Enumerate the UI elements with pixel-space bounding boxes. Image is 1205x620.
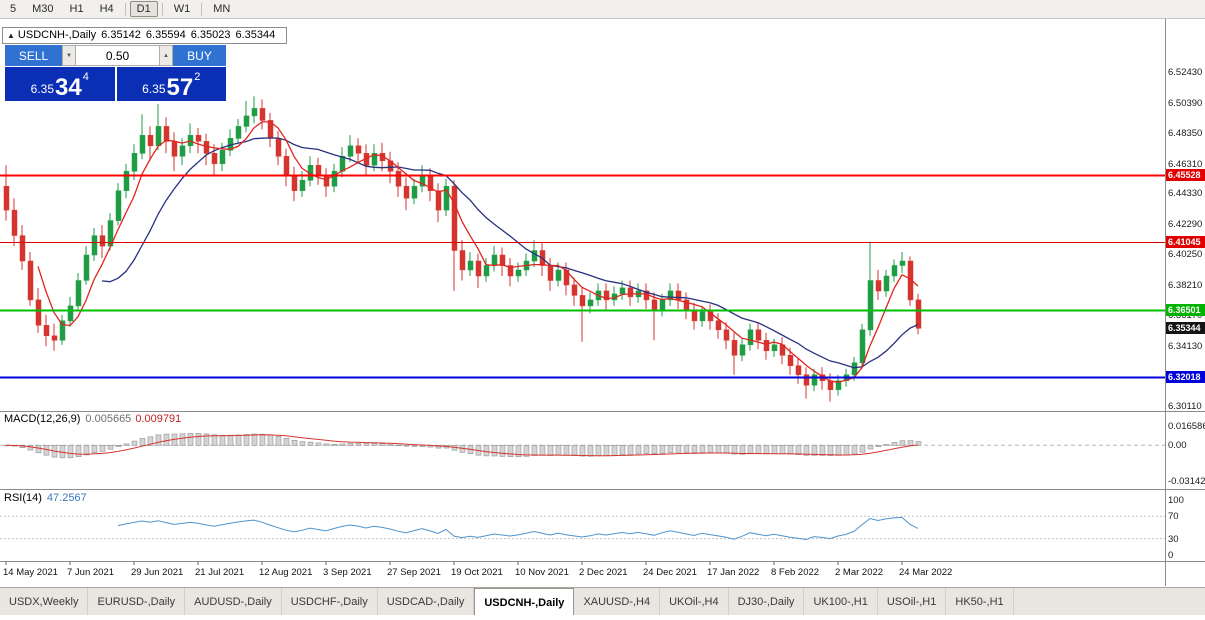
chevron-down-icon: ▼ [66, 52, 72, 59]
date-axis-label: 10 Nov 2021 [515, 567, 569, 578]
chart-tab-xauusd-h4[interactable]: XAUUSD-,H4 [574, 588, 661, 615]
date-axis-label: 12 Aug 2021 [259, 567, 313, 578]
date-axis-label: 21 Jul 2021 [195, 567, 245, 578]
buy-price-pips: 57 [166, 74, 194, 102]
chart-tab-audusd-daily[interactable]: AUDUSD-,Daily [185, 588, 282, 615]
volume-up-button[interactable]: ▲ [159, 45, 173, 66]
price-axis-label: 6.30110 [1168, 400, 1202, 412]
price-axis-label: 6.34130 [1168, 340, 1203, 352]
chart-symbol: USDCNH-,Daily [17, 29, 97, 41]
price-line-badge: 6.32018 [1166, 371, 1205, 384]
date-axis-label: 29 Jun 2021 [131, 567, 184, 578]
chart-title: ▲ USDCNH-,Daily 6.35142 6.35594 6.35023 … [2, 27, 288, 44]
one-click-trading-panel: SELL ▼ 0.50 ▲ BUY 6.35 34 4 6.35 57 2 [5, 45, 226, 101]
date-axis-label: 17 Jan 2022 [707, 567, 760, 578]
rsi-axis-label: 100 [1168, 494, 1184, 506]
timeframe-button-w1[interactable]: W1 [173, 3, 191, 15]
volume-input[interactable]: 0.50 [76, 45, 159, 66]
buy-price-prefix: 6.35 [142, 82, 166, 96]
price-axis-label: 6.42290 [1168, 218, 1203, 230]
sell-price-display[interactable]: 6.35 34 4 [5, 67, 115, 101]
toolbar-separator [161, 2, 163, 16]
ohlc-open: 6.35142 [101, 29, 141, 41]
timeframe-toolbar: 5 M30 H1 H4 D1 W1 MN [0, 0, 1205, 19]
timeframe-button-h4[interactable]: H4 [99, 3, 114, 15]
date-axis-label: 14 May 2021 [3, 567, 58, 578]
rsi-axis-label: 0 [1168, 550, 1174, 562]
macd-axis-label: 0.016586 [1168, 421, 1205, 433]
macd-value-signal: 0.009791 [135, 413, 182, 425]
price-axis-label: 6.46310 [1168, 158, 1203, 170]
chart-tab-usdx-weekly[interactable]: USDX,Weekly [0, 588, 89, 615]
sell-price-pips: 34 [55, 74, 82, 102]
date-axis-label: 8 Feb 2022 [771, 567, 820, 578]
chart-tab-bar: USDX,Weekly EURUSD-,Daily AUDUSD-,Daily USD… [0, 587, 1205, 615]
date-axis-label: 2 Dec 2021 [579, 567, 628, 578]
rsi-value: 47.2567 [46, 492, 87, 504]
chevron-up-icon: ▲ [163, 52, 169, 59]
date-axis-label: 24 Mar 2022 [899, 567, 953, 578]
expand-arrow-icon: ▲ [7, 30, 15, 40]
rsi-axis-label: 70 [1168, 511, 1179, 523]
volume-down-button[interactable]: ▼ [62, 45, 76, 66]
macd-axis-label: 0.00 [1168, 440, 1187, 452]
timeframe-button-mn[interactable]: MN [213, 3, 231, 15]
price-axis-label: 6.44330 [1168, 188, 1203, 200]
macd-name: MACD(12,26,9) [4, 413, 81, 425]
timeframe-button-h1[interactable]: H1 [69, 3, 84, 15]
chart-tab-usdcad-daily[interactable]: USDCAD-,Daily [378, 588, 475, 615]
chart-tab-dj30-daily[interactable]: DJ30-,Daily [729, 588, 805, 615]
price-line-badge: 6.41045 [1166, 236, 1205, 249]
chart-tab-usoil-h1[interactable]: USOil-,H1 [878, 588, 947, 615]
chart-tab-uk100-h1[interactable]: UK100-,H1 [804, 588, 878, 615]
price-line-badge: 6.36501 [1166, 304, 1205, 317]
macd-axis-label: -0.03142 [1168, 476, 1205, 488]
chart-tab-ukoil-h4[interactable]: UKOil-,H4 [660, 588, 729, 615]
rsi-name: RSI(14) [4, 492, 42, 504]
price-line-badge: 6.45528 [1166, 169, 1205, 182]
sell-price-point: 4 [82, 71, 89, 83]
ohlc-close: 6.35344 [235, 29, 276, 41]
macd-value-main: 0.005665 [85, 413, 132, 425]
sell-price-prefix: 6.35 [30, 82, 55, 96]
chart-tab-usdcnh-daily[interactable]: USDCNH-,Daily [474, 588, 575, 615]
rsi-axis-label: 30 [1168, 533, 1179, 545]
price-axis-label: 6.52430 [1168, 67, 1203, 79]
price-axis[interactable]: 6.52430 6.50390 6.48350 6.46310 6.44330 6.422… [1166, 0, 1205, 586]
price-axis-label: 6.48350 [1168, 128, 1203, 140]
date-axis-label: 3 Sep 2021 [323, 567, 372, 578]
ohlc-high: 6.35594 [145, 29, 186, 41]
date-axis-label: 27 Sep 2021 [387, 567, 441, 578]
toolbar-separator [201, 2, 203, 16]
ohlc-low: 6.35023 [190, 29, 231, 41]
macd-indicator-label: MACD(12,26,9) 0.005665 0.009791 [4, 413, 181, 425]
sell-button[interactable]: SELL [5, 45, 62, 66]
chart-tab-usdchf-daily[interactable]: USDCHF-,Daily [282, 588, 378, 615]
price-axis-label: 6.38210 [1168, 279, 1203, 291]
price-axis-label: 6.40250 [1168, 249, 1203, 261]
price-axis-label: 6.50390 [1168, 97, 1203, 109]
buy-price-point: 2 [194, 71, 201, 83]
chart-tab-hk50-h1[interactable]: HK50-,H1 [946, 588, 1014, 615]
date-axis-label: 7 Jun 2021 [67, 567, 115, 578]
chart-tab-eurusd-daily[interactable]: EURUSD-,Daily [88, 588, 186, 615]
date-axis-label: 19 Oct 2021 [451, 567, 503, 578]
date-axis-label: 24 Dec 2021 [643, 567, 697, 578]
timeframe-button-d1[interactable]: D1 [129, 1, 158, 17]
date-axis-label: 2 Mar 2022 [835, 567, 884, 578]
toolbar-separator [124, 2, 126, 16]
buy-button[interactable]: BUY [173, 45, 226, 66]
timeframe-button-m30[interactable]: M30 [32, 3, 54, 15]
time-axis[interactable]: 14 May 2021 7 Jun 2021 29 Jun 2021 21 Jul 2… [0, 563, 1165, 585]
timeframe-button-5[interactable]: 5 [10, 3, 17, 15]
rsi-indicator-label: RSI(14) 47.2567 [4, 492, 87, 504]
price-line-badge: 6.35344 [1166, 321, 1205, 334]
buy-price-display[interactable]: 6.35 57 2 [116, 67, 226, 102]
